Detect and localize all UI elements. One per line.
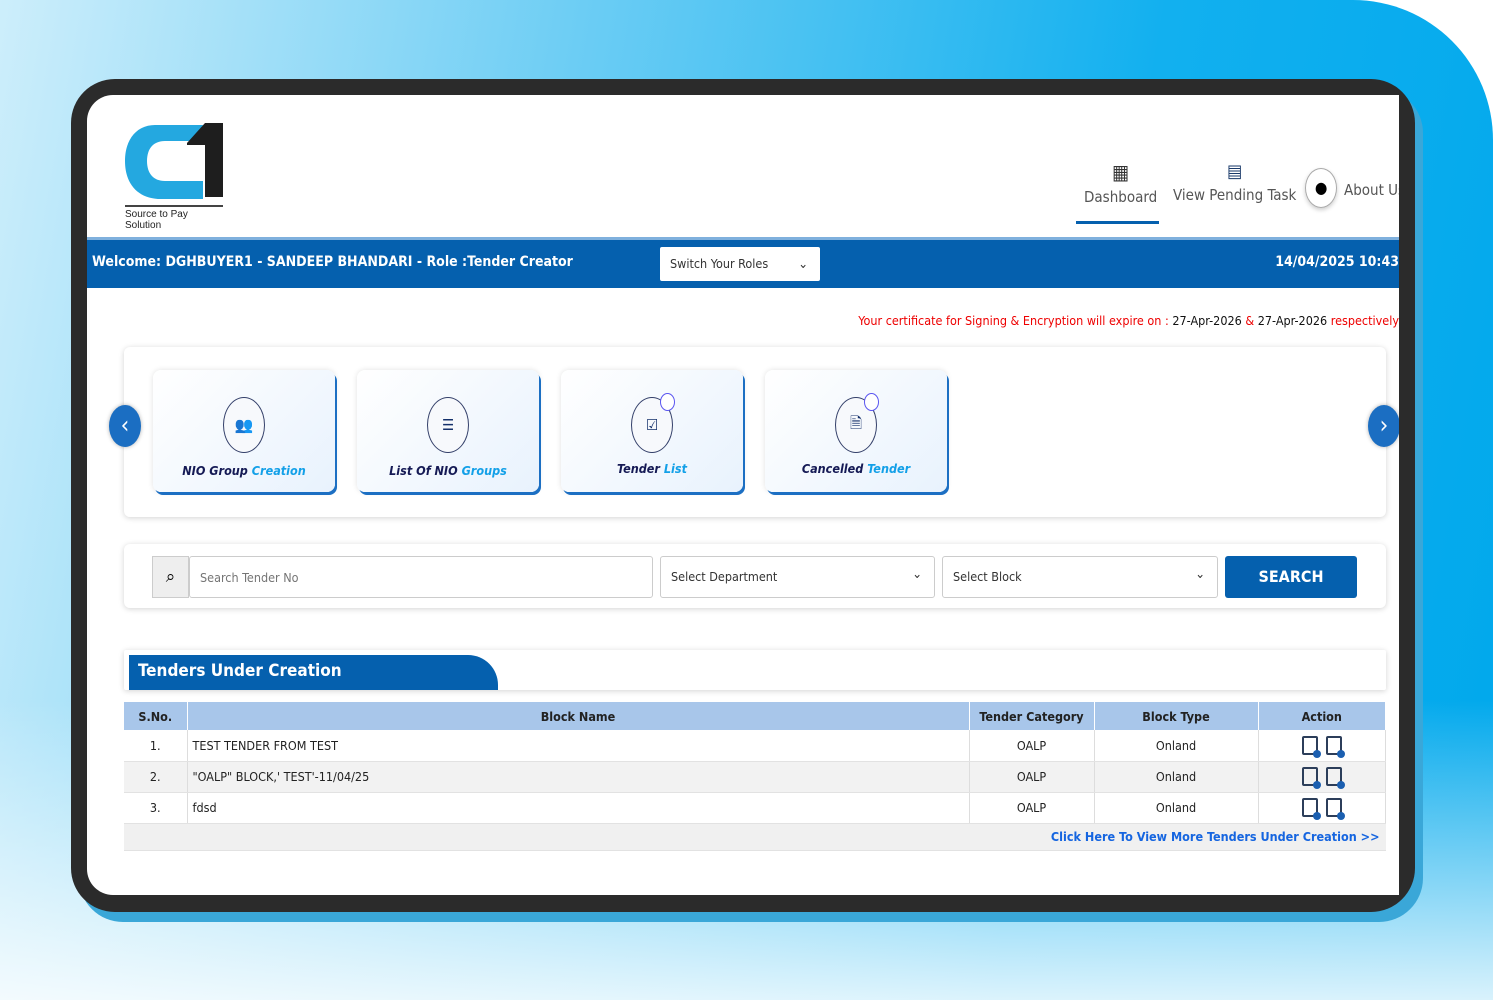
view-tender-icon[interactable] bbox=[1325, 798, 1345, 820]
nav-about-us[interactable]: About Us bbox=[1344, 181, 1399, 199]
cell-action bbox=[1258, 761, 1386, 793]
search-tender-input[interactable] bbox=[189, 556, 653, 598]
card-cancelled-tender[interactable]: 🗎 Cancelled Tender bbox=[765, 370, 947, 492]
card-label: Tender List bbox=[617, 461, 687, 476]
tenders-title: Tenders Under Creation bbox=[129, 655, 498, 690]
search-icon: ⌕ bbox=[152, 556, 189, 598]
active-tab-indicator bbox=[1076, 221, 1159, 224]
cell-category: OALP bbox=[969, 792, 1095, 824]
select-department-dropdown[interactable]: Select Department ⌄ bbox=[660, 556, 935, 598]
card-label: Cancelled Tender bbox=[801, 461, 911, 476]
carousel-next-button[interactable]: › bbox=[1368, 405, 1399, 447]
cert-date-signing: 27-Apr-2026 bbox=[1172, 313, 1242, 328]
card-list-of-nio-groups[interactable]: ☰ List Of NIO Groups bbox=[357, 370, 539, 492]
cert-prefix: Your certificate for Signing & Encryptio… bbox=[858, 313, 1169, 328]
welcome-bar: Welcome: DGHBUYER1 - SANDEEP BHANDARI - … bbox=[87, 237, 1399, 288]
logo bbox=[125, 123, 225, 199]
block-label: Select Block bbox=[953, 569, 1022, 584]
view-tender-icon[interactable] bbox=[1325, 767, 1345, 789]
cell-sno: 3. bbox=[124, 792, 188, 824]
carousel-prev-button[interactable]: ‹ bbox=[109, 405, 141, 447]
notification-dot bbox=[864, 393, 879, 411]
col-sno: S.No. bbox=[124, 702, 188, 730]
dashboard-icon: ▦ bbox=[1112, 160, 1130, 184]
tenders-table: S.No. Block Name Tender Category Block T… bbox=[124, 702, 1386, 851]
edit-tender-icon[interactable] bbox=[1301, 735, 1321, 758]
cell-category: OALP bbox=[969, 761, 1095, 793]
edit-tender-icon[interactable] bbox=[1301, 767, 1321, 789]
cell-sno: 2. bbox=[124, 761, 188, 793]
chevron-down-icon: ⌄ bbox=[798, 257, 808, 272]
card-label: NIO Group Creation bbox=[182, 463, 306, 478]
datetime: 14/04/2025 10:43 bbox=[1275, 254, 1399, 270]
list-user-icon: ☰ bbox=[427, 397, 469, 453]
card-tender-list[interactable]: ☑ Tender List bbox=[561, 370, 743, 492]
col-tender-category: Tender Category bbox=[969, 702, 1095, 730]
nav-dashboard[interactable]: ▦ Dashboard bbox=[1084, 160, 1157, 206]
select-block-dropdown[interactable]: Select Block ⌄ bbox=[942, 556, 1218, 598]
certificate-notice: Your certificate for Signing & Encryptio… bbox=[858, 313, 1399, 328]
cell-block-name: TEST TENDER FROM TEST bbox=[187, 730, 970, 762]
cell-category: OALP bbox=[969, 730, 1095, 762]
welcome-text: Welcome: DGHBUYER1 - SANDEEP BHANDARI - … bbox=[92, 254, 573, 270]
col-block-type: Block Type bbox=[1094, 702, 1259, 730]
table-row: 1. TEST TENDER FROM TEST OALP Onland bbox=[124, 730, 1386, 762]
nav-dashboard-label: Dashboard bbox=[1084, 188, 1158, 206]
switch-roles-label: Switch Your Roles bbox=[670, 256, 769, 271]
cell-block-type: Onland bbox=[1094, 761, 1259, 793]
group-icon: 👥 bbox=[223, 397, 265, 453]
checklist-icon: ☑ bbox=[631, 397, 673, 453]
search-button[interactable]: SEARCH bbox=[1225, 556, 1357, 598]
view-more-tenders-link[interactable]: Click Here To View More Tenders Under Cr… bbox=[1050, 829, 1380, 844]
card-label: List Of NIO Groups bbox=[389, 463, 507, 478]
edit-tender-icon[interactable] bbox=[1301, 798, 1321, 820]
user-icon[interactable]: ● bbox=[1305, 168, 1337, 208]
cert-suffix: respectively bbox=[1330, 313, 1399, 328]
col-action: Action bbox=[1258, 702, 1386, 730]
logo-tagline: Source to Pay Solution bbox=[125, 205, 223, 231]
cell-block-type: Onland bbox=[1094, 730, 1259, 762]
app-screen: Source to Pay Solution ▦ Dashboard ▤ Vie… bbox=[87, 95, 1399, 895]
table-row: 2. "OALP" BLOCK,' TEST'-11/04/25 OALP On… bbox=[124, 761, 1386, 793]
cell-block-type: Onland bbox=[1094, 792, 1259, 824]
table-row: 3. fdsd OALP Onland bbox=[124, 792, 1386, 824]
view-tender-icon[interactable] bbox=[1325, 735, 1345, 758]
cert-amp: & bbox=[1245, 313, 1255, 328]
pending-task-icon: ▤ bbox=[1227, 161, 1243, 182]
department-label: Select Department bbox=[671, 569, 778, 584]
switch-roles-dropdown[interactable]: Switch Your Roles ⌄ bbox=[660, 247, 820, 281]
cert-date-encryption: 27-Apr-2026 bbox=[1257, 313, 1328, 328]
cell-sno: 1. bbox=[124, 730, 188, 762]
cell-block-name: fdsd bbox=[187, 792, 970, 824]
nav-pending-label: View Pending Task bbox=[1173, 186, 1297, 204]
chevron-down-icon: ⌄ bbox=[912, 567, 922, 582]
cell-action bbox=[1258, 730, 1386, 762]
notification-dot bbox=[660, 393, 675, 411]
chevron-down-icon: ⌄ bbox=[1195, 567, 1205, 582]
col-block-name: Block Name bbox=[187, 702, 970, 730]
cell-block-name: "OALP" BLOCK,' TEST'-11/04/25 bbox=[187, 761, 970, 793]
nav-view-pending-task[interactable]: ▤ View Pending Task bbox=[1173, 160, 1296, 204]
cell-action bbox=[1258, 792, 1386, 824]
card-nio-group-creation[interactable]: 👥 NIO Group Creation bbox=[153, 370, 335, 492]
